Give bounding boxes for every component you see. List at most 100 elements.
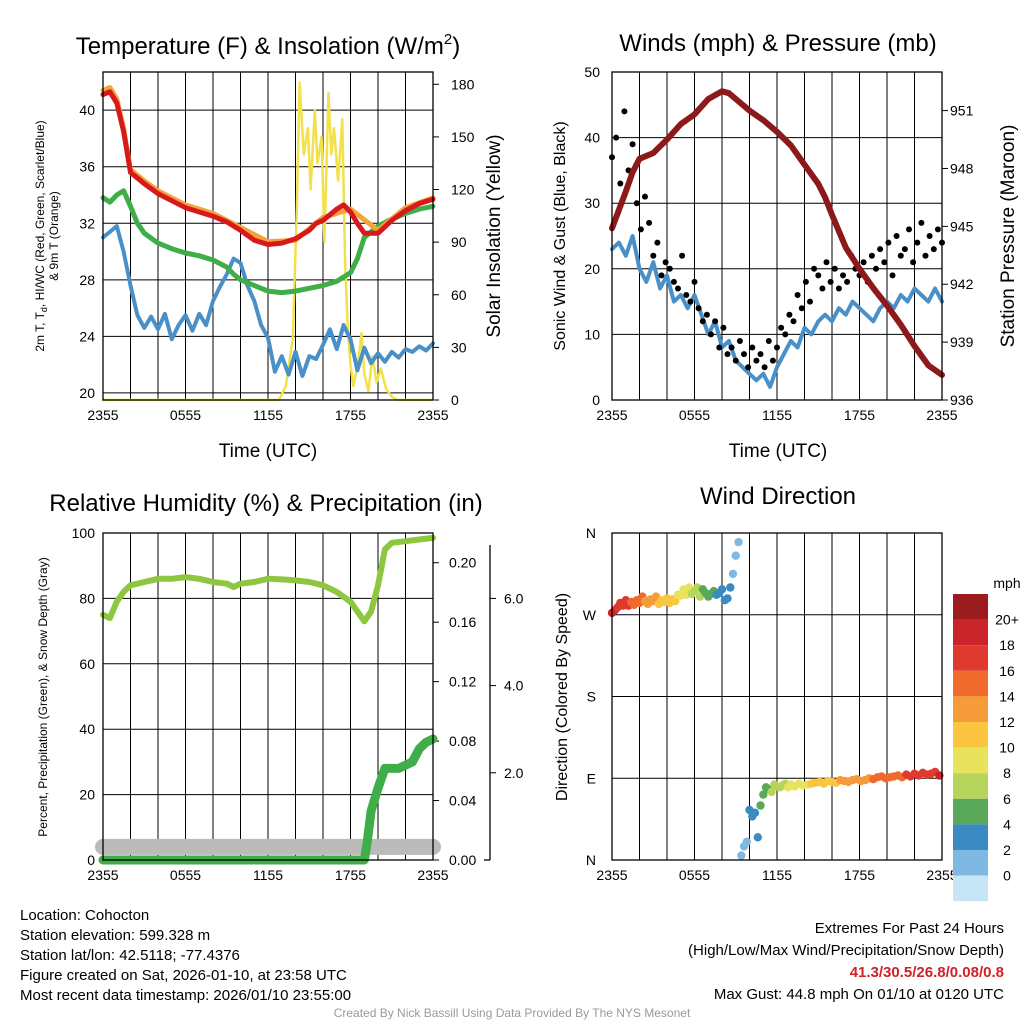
legend-swatch [953, 722, 988, 748]
gust-point [786, 311, 793, 318]
legend-swatch [953, 798, 988, 825]
gust-point [901, 246, 908, 253]
plot-border [102, 71, 434, 401]
gust-point [629, 141, 636, 148]
gust-point [683, 292, 690, 298]
gust-point [790, 318, 797, 325]
gust-point [914, 239, 921, 246]
y-tick-label: 32 [79, 215, 95, 231]
gust-point [720, 324, 727, 331]
gust-point [654, 239, 661, 246]
extremes-panel: Extremes For Past 24 Hours (High/Low/Max… [688, 918, 1004, 1006]
y-axis-label: Sonic Wind & Gust (Blue, Black) [552, 121, 569, 350]
x-tick-label: 1155 [762, 867, 792, 883]
y-tick-label: 0 [592, 392, 600, 408]
gust-point [840, 272, 846, 279]
chart-title-text: Temperature (F) & Insolation (W/m [76, 33, 444, 60]
credit-line: Created By Nick Bassill Using Data Provi… [333, 1006, 691, 1020]
gust-point [794, 292, 801, 298]
gust-point [613, 134, 620, 141]
gust-point [712, 318, 719, 325]
y-tick-label: 36 [79, 159, 95, 175]
y3-tick-label: 6.0 [504, 590, 524, 606]
chart-title-close: ) [452, 33, 460, 60]
gust-point [732, 357, 739, 364]
legend-label: 16 [999, 663, 1015, 679]
y2-tick-label: 936 [950, 392, 974, 408]
legend-label: 12 [999, 714, 1015, 730]
legend-label: 20+ [995, 612, 1019, 628]
y-tick-label: 40 [79, 721, 95, 737]
gust-point [774, 344, 780, 351]
y-tick-label: 0 [87, 852, 95, 868]
gust-point [769, 357, 776, 364]
legend-label: 4 [1003, 816, 1011, 832]
series-line-station-pressure [609, 88, 945, 378]
direction-point [731, 551, 740, 560]
series-line-solar-insolation [101, 81, 435, 402]
station-location: Location: Cohocton [20, 907, 150, 924]
x-tick-label: 2355 [87, 867, 118, 883]
legend-label: 2 [1003, 842, 1011, 858]
y2-tick-label: 30 [451, 339, 467, 355]
x-tick-label: 0555 [170, 867, 201, 883]
series-line-precipitation [98, 734, 438, 865]
gust-point [918, 219, 925, 226]
legend-label: 6 [1003, 791, 1011, 807]
legend-swatch [953, 619, 988, 646]
legend-swatch [953, 875, 988, 902]
legend-label: 14 [999, 688, 1015, 704]
gust-point [633, 200, 640, 207]
x-tick-label: 0555 [170, 407, 201, 423]
y-tick-label: E [587, 770, 596, 786]
direction-point [759, 790, 768, 799]
gust-point [881, 259, 888, 266]
gust-point [873, 265, 879, 272]
y-tick-label: N [586, 852, 596, 868]
chart-title: Temperature (F) & Insolation (W/m2) [76, 31, 460, 60]
y3-tick-label: 2.0 [504, 765, 524, 781]
x-tick-label: 1755 [844, 867, 875, 883]
station-elevation: Station elevation: 599.328 m [20, 927, 211, 944]
direction-point [717, 585, 727, 594]
gust-point [782, 331, 789, 338]
panel-3: 2355 0555 1155 1755 23550204060801000.000.04… [36, 490, 524, 883]
y2-axis-label: Solar Insolation (Yellow) [484, 134, 505, 337]
gust-point [819, 285, 826, 292]
gust-point [897, 252, 904, 259]
y2-tick-label: 945 [950, 218, 974, 234]
y-tick-label: 60 [79, 656, 95, 672]
gust-point [885, 239, 892, 246]
max-gust: Max Gust: 44.8 mph On 01/10 at 0120 UTC [713, 986, 1004, 1003]
gust-point [699, 318, 706, 325]
plot-border [611, 71, 943, 401]
y2-tick-label: 90 [451, 234, 467, 250]
legend-swatch [953, 645, 988, 671]
y2-tick-label: 0.20 [449, 555, 476, 571]
gust-point [802, 278, 809, 285]
x-tick-label: 0555 [679, 867, 710, 883]
panel-2: 2355 0555 1155 1755 235501020304050936939942… [552, 30, 1019, 462]
station-info: Location: Cohocton Station elevation: 59… [20, 906, 351, 1006]
legend-swatch [953, 747, 988, 774]
gust-point [910, 259, 917, 266]
direction-point [742, 837, 751, 846]
direction-point [671, 596, 680, 606]
gust-point [658, 272, 665, 279]
y-tick-label: 28 [79, 272, 95, 288]
gust-point [637, 226, 644, 233]
panel-1: 2355 0555 1155 1755 2355 20 24 28 32 36 40 0 30 60 90 1… [33, 31, 505, 462]
direction-point [723, 594, 732, 603]
y-tick-label: N [586, 525, 596, 541]
y-tick-label: 20 [584, 261, 600, 277]
y-tick-label: 100 [72, 525, 96, 541]
y2-tick-label: 150 [451, 129, 475, 145]
gust-point [893, 233, 900, 239]
gust-point [860, 259, 867, 266]
legend-swatch [953, 696, 988, 722]
gust-point [811, 265, 818, 272]
gust-point [679, 252, 686, 259]
direction-point [750, 808, 760, 817]
x-tick-label: 1755 [335, 407, 366, 423]
